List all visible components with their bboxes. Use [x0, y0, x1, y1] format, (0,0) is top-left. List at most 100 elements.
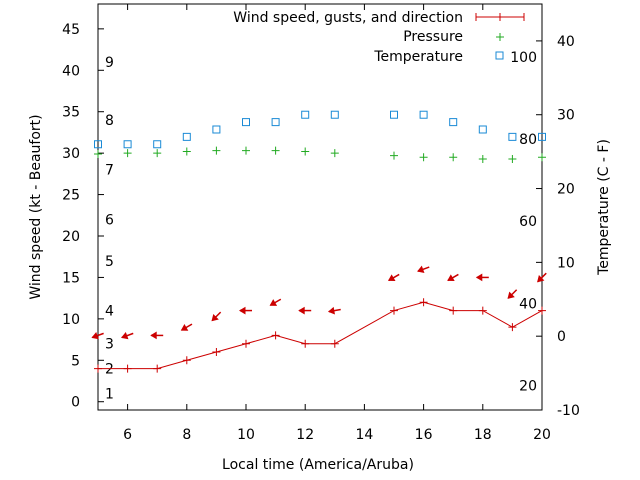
x-tick-label: 14 — [355, 427, 373, 443]
pressure-point — [390, 151, 398, 160]
x-tick-label: 12 — [296, 427, 314, 443]
y2-axis-label: Temperature (C - F) — [596, 139, 612, 276]
wind-speed-point — [153, 364, 162, 373]
pressure-point — [212, 146, 221, 155]
temperature-point — [242, 118, 250, 127]
beaufort-label: 7 — [105, 163, 114, 179]
pressure-point — [123, 149, 132, 158]
wind-direction-arrowhead — [91, 331, 99, 340]
wind-speed-point — [538, 306, 546, 315]
legend-label-pressure: Pressure — [403, 29, 463, 45]
wind-direction-arrowhead — [387, 274, 396, 282]
y2-tick-label: 30 — [557, 108, 575, 124]
temperature-point — [390, 110, 398, 119]
y2-tick-label: 0 — [557, 329, 566, 345]
x-axis-label: Local time (America/Aruba) — [222, 457, 414, 473]
pressure-point — [508, 154, 517, 163]
temperature-point — [508, 132, 517, 141]
x-tick-label: 6 — [123, 427, 132, 443]
temperature-point — [330, 110, 339, 119]
wind-direction-arrowhead — [150, 331, 157, 340]
fahrenheit-label: 20 — [519, 379, 537, 395]
legend-swatch-wind-plus — [496, 13, 504, 21]
pressure-point — [330, 149, 339, 158]
legend-entry-temperature: Temperature — [373, 49, 504, 65]
wind-speed-point — [123, 364, 132, 373]
legend-swatch-temperature — [495, 51, 504, 60]
fahrenheit-label: 60 — [519, 214, 537, 230]
y-tick-label: 5 — [71, 353, 80, 369]
wind-direction-arrowhead — [507, 291, 515, 299]
temperature-point — [478, 125, 487, 134]
beaufort-label: 9 — [105, 55, 114, 71]
pressure-point — [538, 153, 546, 162]
beaufort-label: 1 — [105, 386, 114, 402]
wind-direction-arrowhead — [239, 306, 246, 315]
temperature-point — [271, 118, 280, 127]
x-tick-label: 8 — [182, 427, 191, 443]
legend: Wind speed, gusts, and direction Pressur… — [233, 10, 525, 65]
pressure-point — [182, 147, 191, 156]
tick-labels: 6 8 10 12 14 16 18 20051015202530354045-1001020… — [62, 22, 580, 443]
pressure-point — [242, 146, 250, 155]
y-tick-label: 25 — [62, 188, 80, 204]
legend-entry-wind: Wind speed, gusts, and direction — [233, 10, 525, 26]
tick-marks — [98, 4, 543, 411]
x-tick-label: 16 — [415, 427, 433, 443]
y2-tick-label: 40 — [557, 34, 575, 50]
wind-direction-arrowhead — [537, 275, 545, 283]
temperature-point — [301, 110, 310, 119]
wind-speed-point — [94, 364, 102, 373]
pressure-point — [153, 149, 162, 158]
wind-speed-point — [212, 348, 221, 356]
temperature-point — [449, 118, 458, 127]
pressure-point — [301, 147, 310, 156]
y-axis-label: Wind speed (kt - Beaufort) — [28, 114, 44, 299]
wind-speed-point — [271, 331, 280, 340]
pressure-point — [449, 153, 458, 162]
pressure-point — [94, 149, 102, 158]
y2-tick-label: 20 — [557, 182, 575, 198]
beaufort-label: 6 — [105, 212, 114, 228]
wind-direction-arrowhead — [269, 299, 278, 306]
temperature-point — [419, 110, 428, 119]
y2-tick-label: 10 — [557, 255, 575, 271]
y-tick-label: 20 — [62, 229, 80, 245]
wind-direction-arrowhead — [327, 306, 335, 315]
wind-speed-point — [390, 306, 398, 315]
wind-speed-line — [98, 301, 543, 370]
wind-direction-arrowhead — [180, 324, 189, 331]
beaufort-label: 3 — [105, 337, 114, 353]
y-tick-label: 40 — [62, 63, 80, 79]
y2-tick-label: -10 — [557, 403, 580, 419]
wind-speed-point — [301, 339, 310, 348]
temperature-point — [212, 125, 221, 134]
wind-speed-point — [419, 298, 428, 307]
x-tick-label: 18 — [474, 427, 492, 443]
wind-speed-point — [478, 306, 487, 315]
wind-direction-arrowhead — [447, 274, 455, 282]
fahrenheit-label: 40 — [519, 297, 537, 313]
wind-speed-point — [449, 306, 458, 315]
temperature-point — [538, 132, 546, 141]
beaufort-label: 4 — [105, 304, 114, 320]
wind-speed-point — [242, 339, 250, 348]
y-tick-label: 35 — [62, 105, 80, 121]
y-tick-label: 0 — [71, 395, 80, 411]
fahrenheit-label: 100 — [510, 50, 537, 66]
beaufort-label: 2 — [105, 362, 114, 378]
wind-direction-arrowhead — [475, 273, 483, 282]
legend-entry-pressure: Pressure — [403, 29, 504, 45]
wind-direction-arrowhead — [298, 306, 305, 315]
wind-direction-arrowhead — [417, 265, 425, 273]
wind-speed-point — [182, 356, 191, 365]
legend-label-temperature: Temperature — [373, 49, 463, 65]
pressure-point — [478, 154, 487, 163]
temperature-point — [94, 140, 102, 149]
x-tick-label: 10 — [237, 427, 255, 443]
x-tick-label: 20 — [533, 427, 551, 443]
wind-speed-point — [508, 323, 517, 332]
legend-swatch-pressure — [496, 33, 504, 41]
wind-direction-arrowhead — [211, 313, 219, 322]
